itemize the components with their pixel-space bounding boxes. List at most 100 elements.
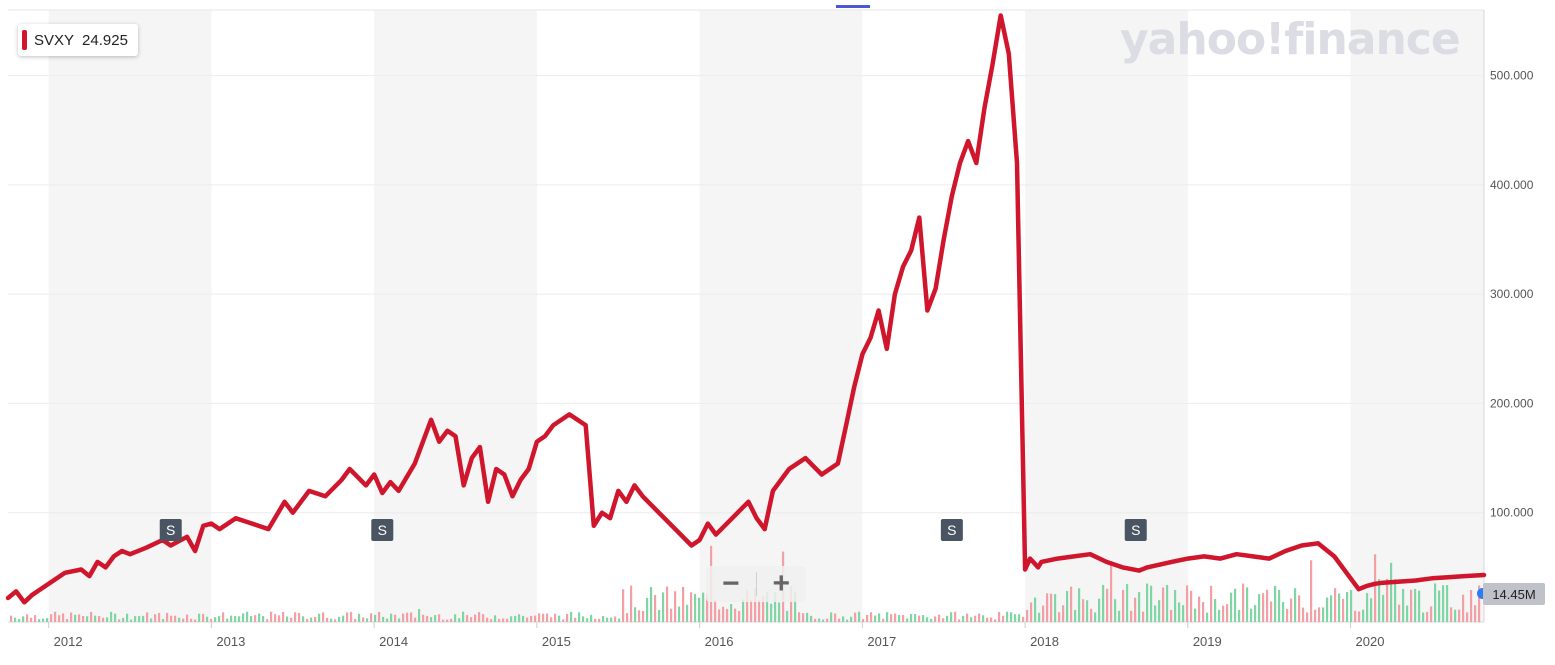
volume-bar: [394, 614, 397, 622]
volume-bar: [698, 597, 701, 622]
volume-bar: [34, 615, 37, 622]
volume-bar: [706, 594, 709, 622]
legend-swatch: [22, 30, 27, 50]
volume-bar: [1346, 591, 1349, 622]
volume-bar: [226, 618, 229, 622]
volume-bar: [534, 615, 537, 622]
volume-bar: [1246, 587, 1249, 622]
volume-bar: [522, 615, 525, 622]
volume-bar: [1378, 579, 1381, 622]
volume-bar: [822, 619, 825, 622]
volume-bar: [950, 612, 953, 622]
volume-bar: [350, 612, 353, 622]
volume-bar: [754, 588, 757, 622]
volume-bar: [386, 618, 389, 622]
volume-bar: [382, 616, 385, 622]
volume-bar: [1038, 612, 1041, 622]
volume-bar: [758, 600, 761, 622]
volume-bar: [866, 614, 869, 622]
volume-bar: [230, 615, 233, 622]
volume-bar: [1330, 595, 1333, 622]
volume-bar: [58, 615, 61, 622]
x-tick-label: 2015: [542, 634, 571, 649]
volume-bar: [1166, 584, 1169, 622]
volume-bar: [674, 591, 677, 622]
volume-bar: [374, 614, 377, 622]
volume-bar: [210, 618, 213, 622]
volume-bar: [542, 613, 545, 622]
volume-bar: [134, 616, 137, 622]
volume-bar: [546, 613, 549, 622]
volume-bar: [1474, 605, 1477, 622]
volume-bar: [846, 619, 849, 622]
volume-bar: [530, 615, 533, 622]
split-marker[interactable]: S: [940, 519, 963, 541]
volume-bar: [1094, 612, 1097, 622]
split-marker[interactable]: S: [371, 519, 394, 541]
volume-bar: [842, 616, 845, 622]
volume-bar: [50, 614, 53, 622]
volume-bar: [1318, 607, 1321, 622]
volume-bar: [286, 616, 289, 622]
volume-bar: [186, 614, 189, 622]
volume-bar: [958, 619, 961, 622]
volume-bar: [1310, 560, 1313, 622]
volume-bar: [1382, 594, 1385, 622]
volume-bar: [974, 615, 977, 622]
zoom-out-button[interactable]: −: [721, 567, 740, 600]
legend[interactable]: SVXY 24.925: [18, 24, 138, 56]
volume-bar: [390, 613, 393, 622]
volume-bar: [1174, 589, 1177, 622]
split-marker[interactable]: S: [1124, 519, 1147, 541]
volume-bar: [1394, 579, 1397, 622]
volume-bar: [818, 618, 821, 622]
volume-bar: [190, 618, 193, 622]
volume-bar: [1410, 589, 1413, 622]
volume-bar: [154, 614, 157, 622]
volume-bar: [1362, 609, 1365, 622]
volume-bar: [1322, 607, 1325, 622]
x-tick-label: 2018: [1030, 634, 1059, 649]
x-tick-label: 2012: [54, 634, 83, 649]
volume-bar: [890, 614, 893, 622]
volume-bar: [646, 597, 649, 622]
volume-bar: [1238, 609, 1241, 622]
volume-bar: [1098, 598, 1101, 622]
y-tick-label: 400.000: [1490, 178, 1534, 192]
volume-bar: [142, 615, 145, 622]
volume-bar: [206, 616, 209, 622]
volume-bar: [794, 591, 797, 622]
volume-bar: [1114, 599, 1117, 622]
volume-bar: [802, 613, 805, 622]
split-marker-label: S: [166, 522, 175, 538]
volume-bar: [1162, 587, 1165, 622]
volume-bar: [506, 618, 509, 622]
volume-bar: [422, 614, 425, 622]
volume-bar: [1358, 611, 1361, 622]
volume-bar: [1426, 611, 1429, 622]
volume-bar: [138, 615, 141, 622]
volume-bar: [182, 618, 185, 622]
volume-bar: [338, 616, 341, 622]
volume-bar: [1210, 585, 1213, 622]
volume-bar: [290, 617, 293, 622]
volume-bar: [1478, 585, 1481, 622]
volume-bar: [1414, 588, 1417, 622]
volume-bar: [518, 614, 521, 622]
y-tick-label: 500.000: [1490, 69, 1534, 83]
split-marker[interactable]: S: [159, 519, 182, 541]
volume-bar: [834, 613, 837, 622]
volume-bar: [1338, 593, 1341, 622]
volume-bar: [918, 615, 921, 622]
volume-bar: [526, 617, 529, 622]
volume-bar: [766, 591, 769, 622]
volume-bar: [726, 608, 729, 622]
volume-bar: [978, 613, 981, 622]
volume-bar: [610, 617, 613, 622]
volume-bar: [1030, 602, 1033, 622]
volume-bar: [926, 617, 929, 622]
zoom-in-button[interactable]: +: [772, 567, 791, 600]
volume-bar: [218, 616, 221, 622]
